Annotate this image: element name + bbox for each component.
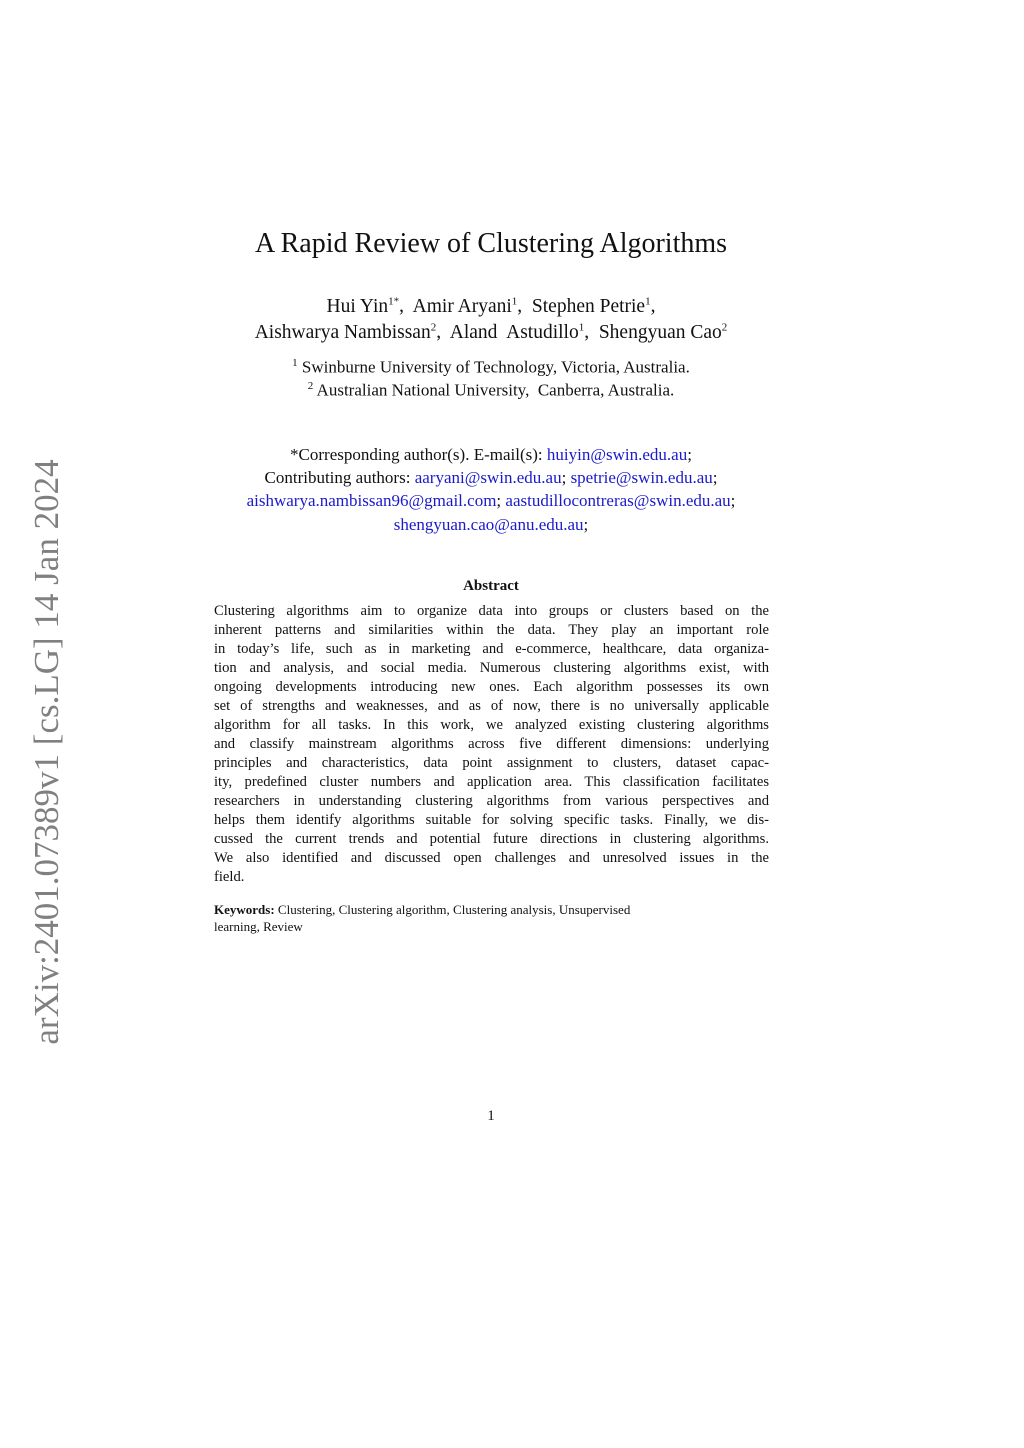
authors-line-1: Hui Yin1*, Amir Aryani1, Stephen Petrie1… — [326, 295, 656, 317]
email-link[interactable]: huiyin@swin.edu.au — [546, 445, 688, 464]
abstract-line: set of strengths and weaknesses, and as … — [214, 698, 769, 714]
author: Stephen Petrie1 — [531, 295, 651, 317]
abstract-line: ity, predefined cluster numbers and appl… — [214, 774, 769, 790]
email-link[interactable]: aishwarya.nambissan96@gmail.com — [246, 491, 497, 510]
abstract-line: tion and analysis, and social media. Num… — [214, 660, 769, 676]
abstract-line: We also identified and discussed open ch… — [214, 850, 769, 866]
keywords-line: learning, Review — [214, 918, 303, 934]
author: Shengyuan Cao2 — [598, 321, 728, 343]
author: Aishwarya Nambissan2 — [254, 321, 437, 343]
abstract-heading: Abstract — [463, 578, 519, 594]
email-link[interactable]: aastudillocontreras@swin.edu.au — [505, 491, 731, 510]
abstract-line: Clustering algorithms aim to organize da… — [214, 603, 769, 619]
email-link[interactable]: aaryani@swin.edu.au — [414, 468, 562, 487]
abstract-line: inherent patterns and similarities withi… — [214, 622, 769, 638]
affiliation: 1 Swinburne University of Technology, Vi… — [292, 357, 690, 377]
contributing-authors-cont: aishwarya.nambissan96@gmail.com; aastudi… — [246, 491, 736, 510]
email-link[interactable]: spetrie@swin.edu.au — [570, 468, 713, 487]
abstract-line: researchers in understanding clustering … — [214, 793, 769, 809]
abstract-line: field. — [214, 869, 245, 885]
email-link[interactable]: shengyuan.cao@anu.edu.au — [393, 515, 584, 534]
affiliation: 2 Australian National University, Canber… — [307, 380, 675, 400]
author: Amir Aryani1 — [412, 295, 518, 317]
abstract-line: and classify mainstream algorithms acros… — [214, 736, 769, 752]
paper-title: A Rapid Review of Clustering Algorithms — [254, 228, 728, 259]
abstract-body: Clustering algorithms aim to organize da… — [214, 602, 769, 887]
abstract-line: algorithm for all tasks. In this work, w… — [214, 717, 769, 733]
corresponding-author: *Corresponding author(s). E-mail(s): hui… — [290, 445, 692, 464]
author: Hui Yin1* — [326, 295, 400, 317]
abstract-line: cussed the current trends and potential … — [214, 831, 769, 847]
authors-line-2: Aishwarya Nambissan2, Aland Astudillo1, … — [254, 321, 728, 343]
abstract-line: helps them identify algorithms suitable … — [214, 812, 769, 828]
page-number: 1 — [487, 1108, 495, 1124]
author: Aland Astudillo1 — [449, 321, 585, 343]
abstract-line: ongoing developments introducing new one… — [214, 679, 769, 695]
abstract-line: principles and characteristics, data poi… — [214, 755, 769, 771]
abstract-line: in today’s life, such as in marketing an… — [214, 641, 769, 657]
contributing-authors-cont: shengyuan.cao@anu.edu.au; — [393, 515, 589, 534]
arxiv-stamp: arXiv:2401.07389v1 [cs.LG] 14 Jan 2024 — [27, 459, 66, 1045]
keywords: Keywords: Clustering, Clustering algorit… — [214, 902, 769, 935]
contributing-authors: Contributing authors: aaryani@swin.edu.a… — [264, 468, 718, 487]
keywords-line: Keywords: Clustering, Clustering algorit… — [214, 902, 631, 917]
